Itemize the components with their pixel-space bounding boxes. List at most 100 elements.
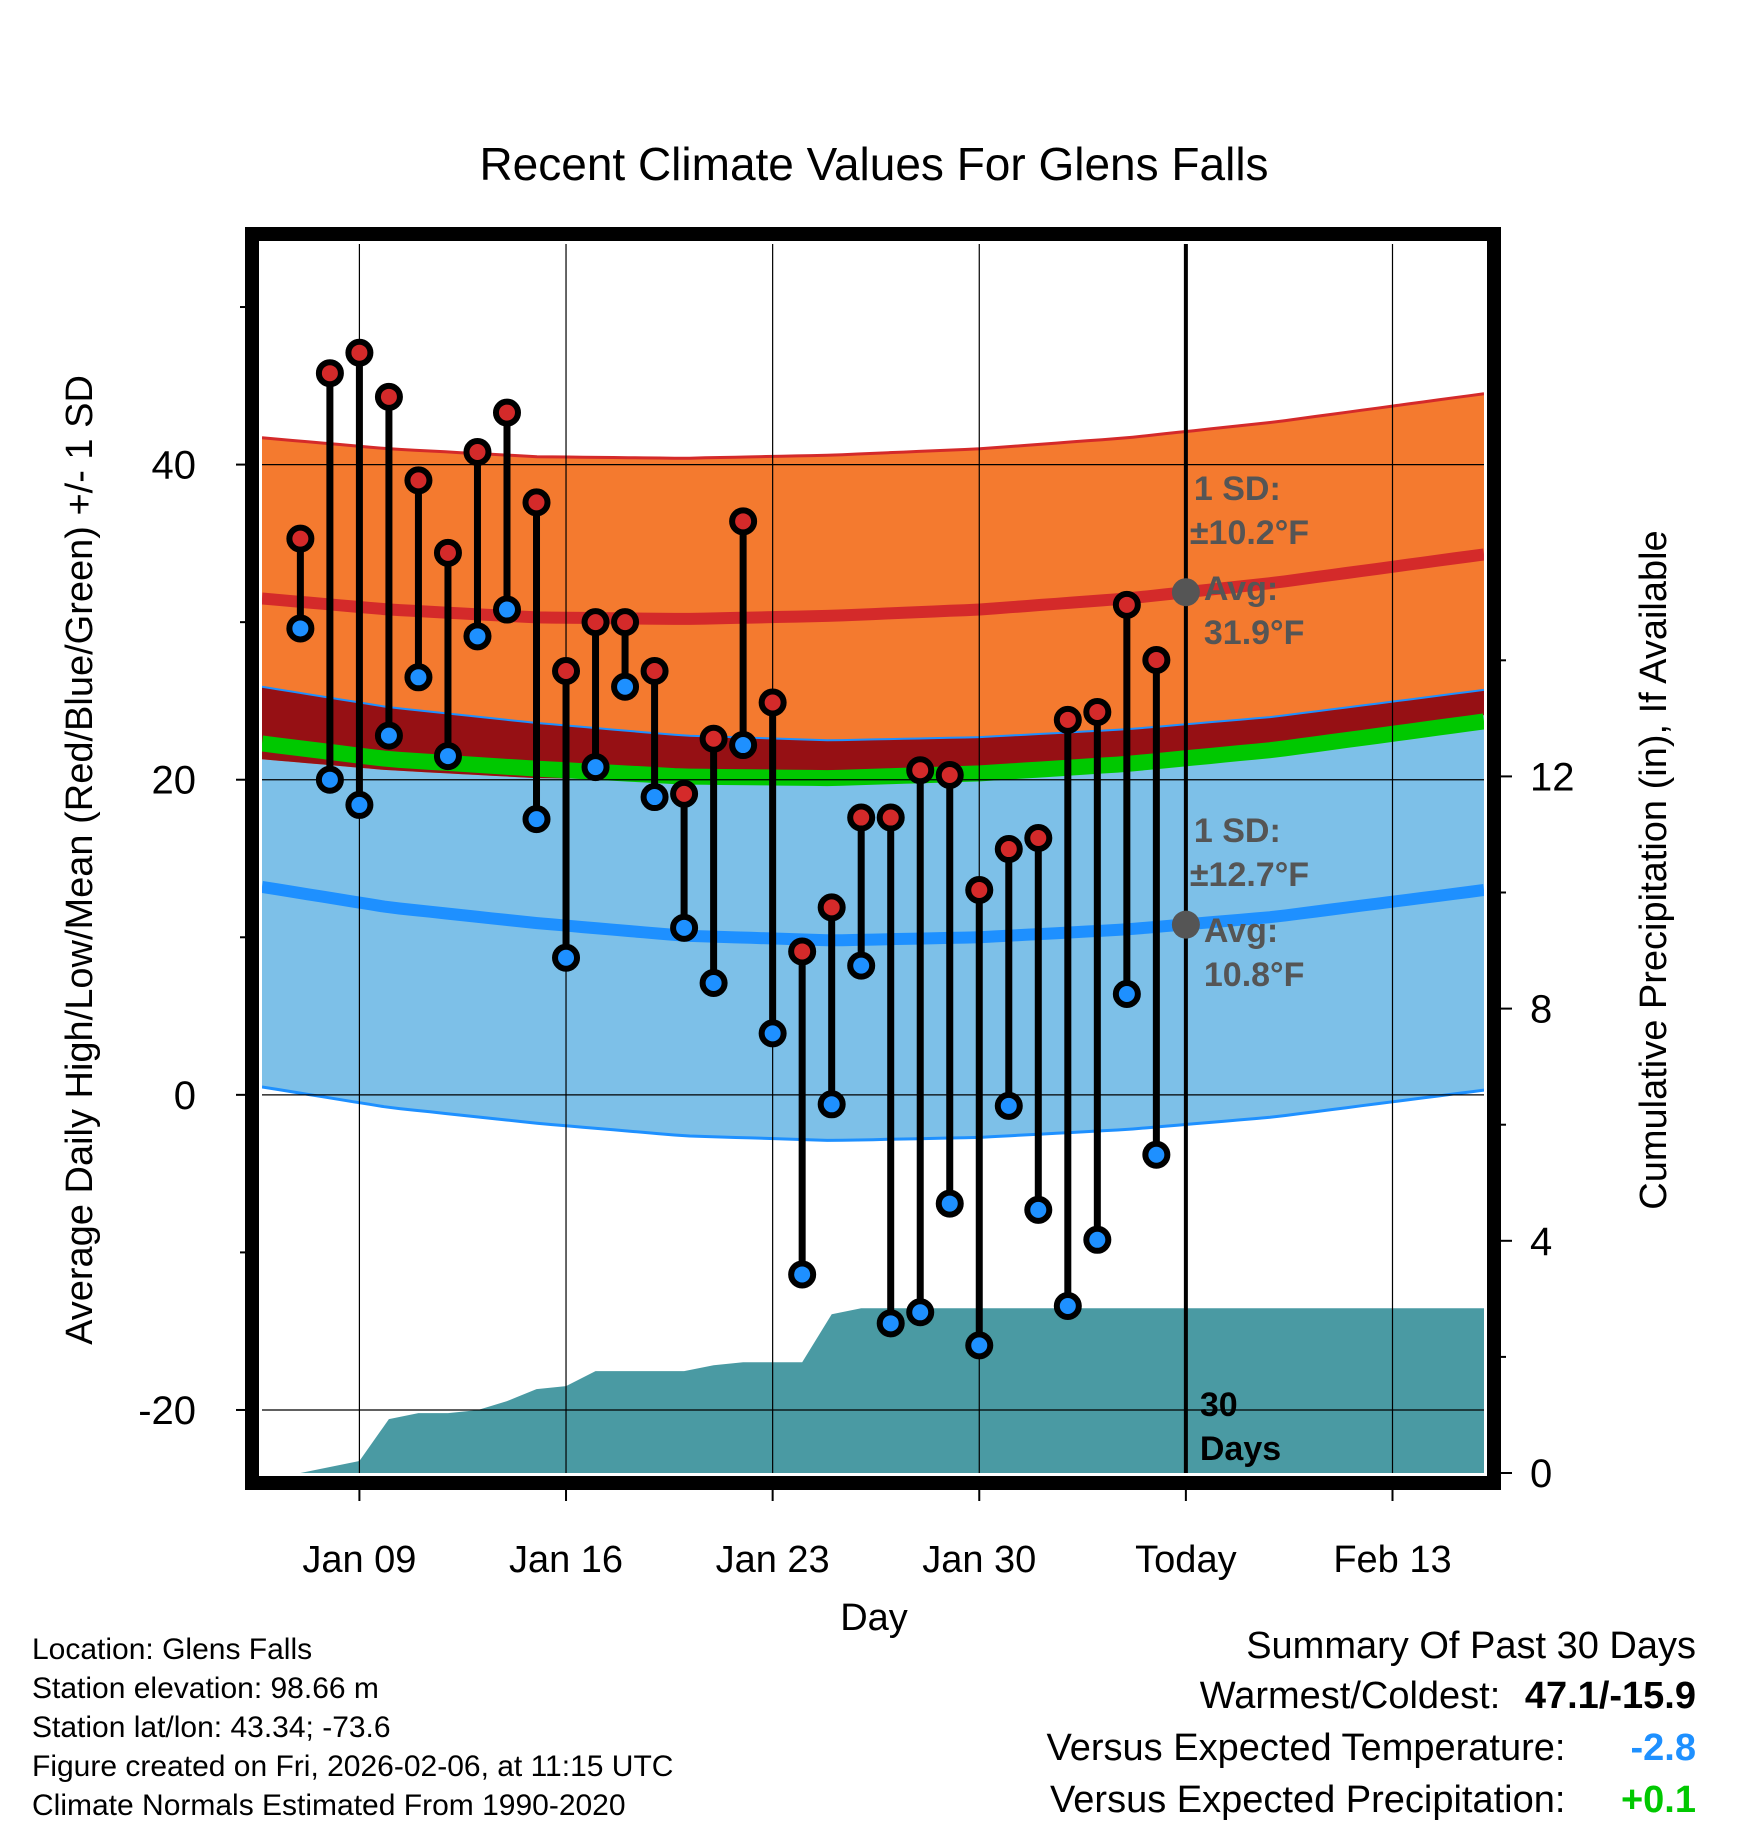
daily-low-point xyxy=(906,1298,935,1327)
daily-low-point xyxy=(876,1309,905,1338)
summary-heading: Summary Of Past 30 Days xyxy=(1246,1625,1696,1667)
location-text: Location: Glens Falls xyxy=(32,1633,313,1666)
daily-high-point xyxy=(847,803,876,832)
daily-high-point xyxy=(581,608,610,637)
daily-low-point xyxy=(552,943,581,972)
high-avg-label: Avg: xyxy=(1204,570,1278,608)
y2-tick-label: 4 xyxy=(1530,1220,1552,1264)
daily-low-point xyxy=(640,783,669,812)
avg-high-marker xyxy=(1171,578,1200,607)
high-avg-value: 31.9°F xyxy=(1204,614,1305,652)
daily-low-point xyxy=(522,805,551,834)
daily-low-point xyxy=(433,742,462,771)
x-tick-label: Jan 23 xyxy=(716,1539,830,1581)
low-upper-sd-line xyxy=(262,685,1484,742)
daily-high-point xyxy=(315,359,344,388)
y2-tick-label: 0 xyxy=(1530,1452,1552,1496)
daily-low-point xyxy=(315,765,344,794)
daily-high-point xyxy=(994,835,1023,864)
warmest-coldest-row: Warmest/Coldest: 47.1/-15.9 xyxy=(1047,1670,1696,1722)
daily-low-point xyxy=(404,663,433,692)
temp-vs-expected-row: Versus Expected Temperature: -2.8 xyxy=(1047,1722,1696,1774)
daily-low-point xyxy=(817,1090,846,1119)
x-axis-label: Day xyxy=(840,1597,908,1639)
daily-high-point xyxy=(817,893,846,922)
plot-frame xyxy=(245,227,1501,1490)
daily-high-point xyxy=(906,756,935,785)
warmest-value: 47.1/-15.9 xyxy=(1524,1675,1696,1717)
daily-low-point xyxy=(758,1019,787,1048)
daily-high-point xyxy=(758,688,787,717)
y2-tick-label: 8 xyxy=(1530,988,1552,1032)
daily-high-point xyxy=(463,437,492,466)
normals-text: Climate Normals Estimated From 1990-2020 xyxy=(32,1789,626,1822)
daily-high-point xyxy=(670,779,699,808)
precip-vs-expected-row: Versus Expected Precipitation: +0.1 xyxy=(1047,1774,1696,1826)
daily-high-point xyxy=(1053,705,1082,734)
daily-low-point xyxy=(492,595,521,624)
y2-axis-label: Cumulative Precipitation (in), If Availa… xyxy=(1633,530,1675,1209)
normal-high-line xyxy=(262,548,1484,625)
daily-high-point xyxy=(788,937,817,966)
daily-high-point xyxy=(699,724,728,753)
warmest-label: Warmest/Coldest: xyxy=(1199,1675,1501,1717)
summary-panel: Summary Of Past 30 Days Warmest/Coldest:… xyxy=(1047,1622,1696,1826)
y-tick-label: 40 xyxy=(152,444,197,488)
daily-high-point xyxy=(965,876,994,905)
daily-high-point xyxy=(611,608,640,637)
plot-layers xyxy=(262,244,1484,1473)
precip-vs-expected-value: +0.1 xyxy=(1620,1779,1696,1821)
x-tick-label: Feb 13 xyxy=(1333,1539,1451,1581)
daily-high-point xyxy=(729,507,758,536)
daily-high-point xyxy=(876,803,905,832)
daily-low-point xyxy=(994,1091,1023,1120)
daily-low-point xyxy=(581,753,610,782)
avg-low-marker xyxy=(1171,910,1200,939)
daily-low-point xyxy=(611,672,640,701)
daily-high-point xyxy=(552,656,581,685)
daily-low-point xyxy=(286,614,315,643)
daily-high-point xyxy=(1112,590,1141,619)
daily-high-point xyxy=(640,656,669,685)
x-tick-label: Today xyxy=(1135,1539,1236,1581)
y2-tick-label: 12 xyxy=(1530,755,1575,799)
temp-vs-expected-value: -2.8 xyxy=(1630,1727,1696,1769)
daily-low-point xyxy=(729,731,758,760)
created-text: Figure created on Fri, 2026-02-06, at 11… xyxy=(32,1750,674,1783)
low-avg-value: 10.8°F xyxy=(1204,956,1305,994)
precip-area xyxy=(262,1308,1484,1473)
daily-high-point xyxy=(1024,824,1053,853)
low-sd-label: 1 SD: xyxy=(1194,812,1281,850)
x-tick-label: Jan 16 xyxy=(509,1539,623,1581)
daily-low-point xyxy=(463,622,492,651)
daily-high-point xyxy=(935,760,964,789)
daily-high-point xyxy=(286,524,315,553)
high-sd-label: 1 SD: xyxy=(1194,470,1281,508)
daily-low-point xyxy=(670,913,699,942)
low-lower-sd-line xyxy=(262,1085,1484,1142)
chart-title: Recent Climate Values For Glens Falls xyxy=(479,138,1268,190)
temp-vs-expected-label: Versus Expected Temperature: xyxy=(1046,1727,1566,1769)
daily-high-point xyxy=(492,398,521,427)
daily-high-point xyxy=(522,488,551,517)
daily-low-point xyxy=(374,721,403,750)
normal-mean-line xyxy=(262,713,1484,787)
precip-days-label-1: 30 xyxy=(1200,1386,1238,1424)
daily-high-point xyxy=(345,338,374,367)
precip-vs-expected-label: Versus Expected Precipitation: xyxy=(1050,1779,1566,1821)
x-tick-label: Jan 09 xyxy=(302,1539,416,1581)
plot-area: 1 SD: ±10.2°F Avg: 31.9°F 1 SD: ±12.7°F Avg: 10… xyxy=(138,227,1575,1581)
x-tick-label: Jan 30 xyxy=(922,1539,1036,1581)
daily-high-point xyxy=(1142,645,1171,674)
y-tick-label: -20 xyxy=(138,1389,196,1433)
y-tick-label: 0 xyxy=(174,1074,196,1118)
daily-low-point xyxy=(345,790,374,819)
daily-high-point xyxy=(404,466,433,495)
daily-low-point xyxy=(847,951,876,980)
precip-days-label-2: Days xyxy=(1200,1430,1281,1468)
station-info: Location: Glens Falls Station elevation:… xyxy=(32,1630,673,1825)
daily-low-point xyxy=(935,1189,964,1218)
daily-high-point xyxy=(433,538,462,567)
y-tick-label: 20 xyxy=(152,759,197,803)
